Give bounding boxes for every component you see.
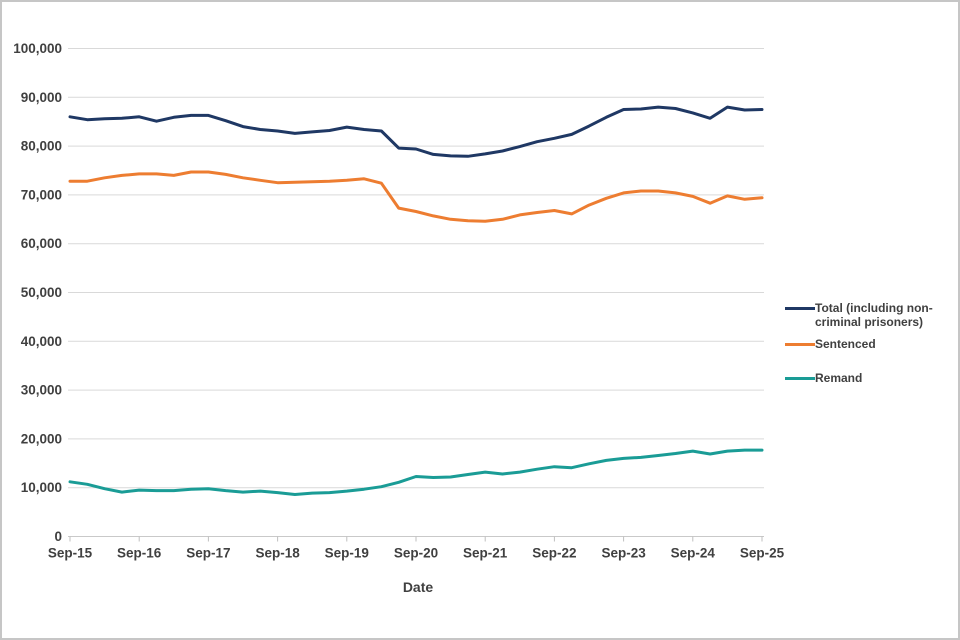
x-axis-tick-label: Sep-18 [255,546,300,561]
legend-label-total: Total (including non-criminal prisoners) [815,301,933,330]
series-line-remand [68,448,764,496]
remand-line-swatch-icon [785,377,815,381]
series-line-total [68,105,764,158]
legend-label-remand: Remand [815,371,863,386]
x-axis-tick-label: Sep-15 [48,546,93,561]
sentenced-line-swatch-icon [785,343,815,347]
legend-label-sentenced: Sentenced [815,337,876,352]
y-axis-tick-label: 100,000 [13,41,62,56]
x-axis-tick-label: Sep-24 [671,546,716,561]
legend-item-sentenced: Sentenced [785,337,957,351]
x-axis-tick-label: Sep-16 [117,546,162,561]
legend-item-remand: Remand [785,371,957,385]
x-axis-tick-label: Sep-17 [186,546,230,561]
x-axis-tick-label: Sep-25 [740,546,785,561]
legend-item-total: Total (including non-criminal prisoners) [785,301,957,329]
x-axis-title: Date [402,579,434,595]
y-axis-tick-label: 20,000 [21,431,62,446]
y-axis-tick-label: 30,000 [21,383,62,398]
total-line-swatch-icon [785,307,815,310]
y-axis-tick-label: 80,000 [21,139,62,154]
legend: Total (including non-criminal prisoners)… [785,301,957,386]
x-axis-tick-label: Sep-20 [394,546,438,561]
y-axis-tick-label: 90,000 [21,90,62,105]
y-axis-tick-label: 50,000 [21,285,62,300]
x-axis-tick-label: Sep-23 [601,546,646,561]
x-axis-tick-label: Sep-22 [532,546,576,561]
x-axis-tick-label: Sep-21 [463,546,508,561]
y-axis-tick-label: 70,000 [21,187,62,202]
series-line-sentenced [68,170,764,223]
x-axis-tick-label: Sep-19 [325,546,369,561]
y-axis-tick-label: 60,000 [21,236,62,251]
y-axis-tick-label: 0 [54,529,62,544]
y-axis-tick-label: 10,000 [21,480,62,495]
y-axis-tick-label: 40,000 [21,334,62,349]
